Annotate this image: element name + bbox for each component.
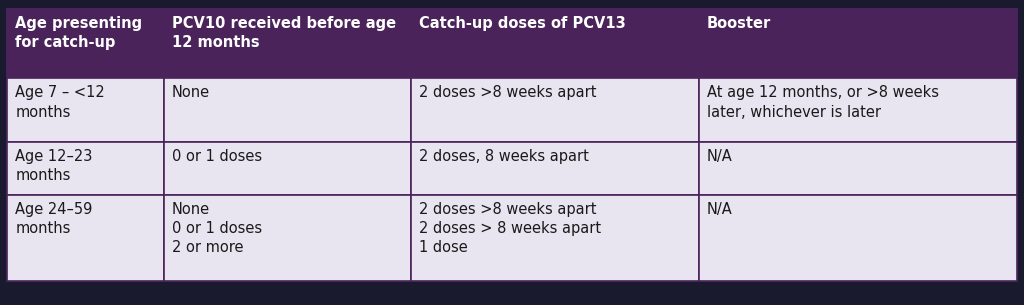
Bar [7,9,1017,281]
Text: Age 12–23
months: Age 12–23 months [15,149,92,183]
Bar [7,195,164,281]
Text: 2 doses, 8 weeks apart: 2 doses, 8 weeks apart [419,149,589,164]
Text: Booster: Booster [707,16,771,31]
Text: At age 12 months, or >8 weeks
later, whichever is later: At age 12 months, or >8 weeks later, whi… [707,85,939,120]
Bar [411,9,698,78]
Text: Age 7 – <12
months: Age 7 – <12 months [15,85,104,120]
Bar [164,78,411,142]
Bar [164,142,411,195]
Text: N/A: N/A [707,202,732,217]
Bar [698,78,1017,142]
Text: 0 or 1 doses: 0 or 1 doses [172,149,262,164]
Bar [164,195,411,281]
Bar [411,142,698,195]
Text: Age presenting
for catch-up: Age presenting for catch-up [15,16,142,50]
Text: PCV10 received before age
12 months: PCV10 received before age 12 months [172,16,396,50]
Bar [698,9,1017,78]
Text: Catch-up doses of PCV13: Catch-up doses of PCV13 [419,16,626,31]
Text: Age 24–59
months: Age 24–59 months [15,202,92,236]
Bar [7,142,164,195]
Text: None: None [172,85,210,100]
Bar [698,195,1017,281]
Bar [411,195,698,281]
Text: None
0 or 1 doses
2 or more: None 0 or 1 doses 2 or more [172,202,262,256]
Text: N/A: N/A [707,149,732,164]
Bar [7,9,164,78]
Bar [7,78,164,142]
Text: 2 doses >8 weeks apart
2 doses > 8 weeks apart
1 dose: 2 doses >8 weeks apart 2 doses > 8 weeks… [419,202,601,256]
Bar [164,9,411,78]
Bar [698,142,1017,195]
Text: 2 doses >8 weeks apart: 2 doses >8 weeks apart [419,85,597,100]
Bar [411,78,698,142]
